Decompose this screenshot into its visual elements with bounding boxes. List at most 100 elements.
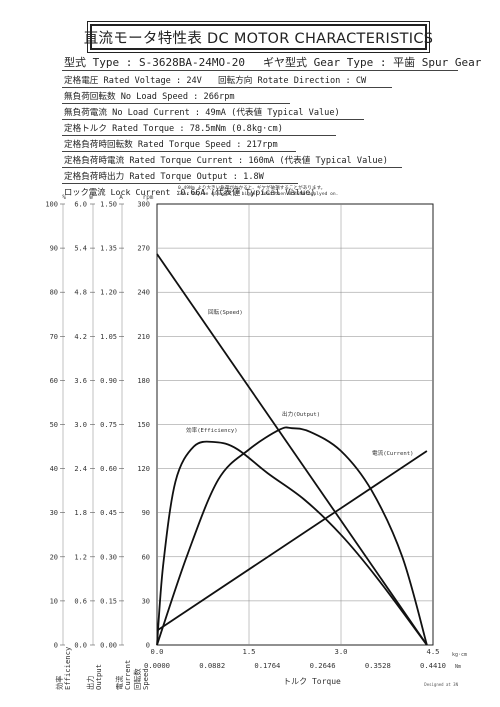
series-line: [156, 426, 428, 646]
y-axis-label: 出力Output: [86, 664, 103, 690]
y-tick-label: 1.05: [100, 333, 117, 341]
y-tick-label: 180: [137, 377, 150, 385]
gear-warning-ja: 0.49Nm より大きい負荷がかかると、ギヤが破損することがあります。: [178, 186, 326, 191]
y-tick-label: 4.2: [74, 333, 87, 341]
x-tick-label-kgcm: 3.0: [335, 647, 348, 656]
y-axis-label: 効率Efficiency: [55, 646, 72, 690]
y-tick-label: 50: [50, 421, 58, 429]
spec-rated-torque-output: 定格負荷時出力 Rated Torque Output : 1.8W: [64, 172, 264, 182]
x-tick-label-nm: 0.0000: [144, 661, 170, 670]
y-tick-label: 90: [142, 509, 150, 517]
divider: [62, 183, 298, 184]
divider: [62, 167, 402, 168]
y-tick-label: 80: [50, 289, 58, 297]
series-line: [156, 253, 428, 646]
y-tick-label: 4.8: [74, 289, 87, 297]
y-tick-label: 270: [137, 245, 150, 253]
y-tick-label: 0.60: [100, 465, 117, 473]
y-axis-label-part: Output: [94, 664, 103, 690]
x-unit-nm: Nm: [455, 664, 461, 670]
y-axis-label-part: Current: [123, 660, 132, 690]
y-axis-label-part: Efficiency: [63, 646, 72, 690]
divider: [62, 103, 290, 104]
y-tick-label: 210: [137, 333, 150, 341]
y-tick-label: 1.2: [74, 553, 87, 561]
y-axis-label: 電流Current: [115, 660, 132, 690]
spec-lock-current: ロック電流 Lock Current :0.66A (代表値 Typical V…: [64, 187, 316, 197]
divider: [62, 119, 364, 120]
y-tick-label: 3.0: [74, 421, 87, 429]
y-axis-label-part: 回転数: [133, 668, 142, 690]
y-axis-label-part: Speed: [141, 668, 150, 690]
y-tick-label: 90: [50, 245, 58, 253]
y-axis-unit: A: [119, 194, 123, 201]
y-axis-unit: %: [62, 194, 66, 201]
y-axis-label-part: 効率: [55, 676, 64, 690]
y-tick-label: 240: [137, 289, 150, 297]
y-tick-label: 150: [137, 421, 150, 429]
spec-no-load-speed: 無負荷回転数 No Load Speed : 266rpm: [64, 92, 235, 102]
spec-voltage: 定格電圧 Rated Voltage : 24V: [64, 76, 202, 86]
x-tick-label-kgcm: 0.0: [151, 647, 164, 656]
y-tick-label: 70: [50, 333, 58, 341]
y-tick-label: 120: [137, 465, 150, 473]
spec-rated-torque: 定格トルク Rated Torque : 78.5mNm (0.8kg·cm): [64, 124, 283, 134]
spec-gear-type: ギヤ型式 Gear Type : 平歯 Spur Gear: [263, 56, 482, 69]
y-tick-label: 60: [50, 377, 58, 385]
y-tick-label: 30: [142, 597, 150, 605]
y-tick-label: 0.90: [100, 377, 117, 385]
x-tick-label-nm: 0.0882: [199, 661, 225, 670]
y-axis-label-part: 電流: [115, 676, 124, 690]
y-tick-label: 0: [146, 642, 150, 650]
y-tick-label: 3.6: [74, 377, 87, 385]
y-axis-unit: W: [89, 194, 93, 201]
y-tick-label: 60: [142, 553, 150, 561]
y-tick-label: 300: [137, 201, 150, 209]
y-axis-label-part: 出力: [86, 676, 95, 690]
y-tick-label: 0.6: [74, 597, 87, 605]
x-tick-label-kgcm: 1.5: [243, 647, 256, 656]
y-tick-label: 0.15: [100, 597, 117, 605]
y-tick-label: 1.35: [100, 245, 117, 253]
series-label: 効率(Efficiency): [186, 426, 238, 434]
y-tick-label: 1.8: [74, 509, 87, 517]
y-tick-label: 5.4: [74, 245, 87, 253]
spec-model: 型式 Type : S-3628BA-24MO-20: [64, 56, 245, 69]
footer-credit: Designed at 3N: [424, 682, 458, 687]
x-axis-label: トルク Torque: [283, 677, 341, 686]
y-axis-unit: rpm: [143, 194, 154, 201]
y-tick-label: 100: [45, 201, 58, 209]
y-tick-label: 0.0: [74, 642, 87, 650]
x-tick-label-nm: 0.1764: [254, 661, 280, 670]
series-line: [156, 440, 428, 646]
x-tick-label-nm: 0.2646: [310, 661, 336, 670]
x-tick-label-kgcm: 4.5: [427, 647, 440, 656]
divider: [62, 151, 296, 152]
series-label: 電流(Current): [372, 449, 414, 457]
y-tick-label: 0: [54, 642, 58, 650]
y-tick-label: 2.4: [74, 465, 87, 473]
y-tick-label: 1.20: [100, 289, 117, 297]
gear-warning-en: Gear may be damaged if bigger load then …: [178, 192, 339, 197]
y-tick-label: 0.00: [100, 642, 117, 650]
x-unit-kgcm: kg·cm: [452, 652, 467, 658]
y-tick-label: 0.45: [100, 509, 117, 517]
y-tick-label: 40: [50, 465, 58, 473]
x-tick-label-nm: 0.3528: [365, 661, 391, 670]
y-tick-label: 6.0: [74, 201, 87, 209]
y-axis-label: 回転数Speed: [133, 668, 150, 690]
y-tick-label: 0.75: [100, 421, 117, 429]
y-tick-label: 1.50: [100, 201, 117, 209]
series-label: 出力(Output): [282, 410, 320, 418]
divider: [62, 87, 392, 88]
spec-rated-torque-current: 定格負荷時電流 Rated Torque Current : 160mA (代表…: [64, 156, 388, 166]
y-tick-label: 20: [50, 553, 58, 561]
divider: [62, 70, 458, 71]
y-tick-label: 0.30: [100, 553, 117, 561]
series-line: [156, 450, 428, 632]
divider: [62, 135, 336, 136]
series-label: 回転(Speed): [208, 309, 243, 316]
spec-rated-torque-speed: 定格負荷時回転数 Rated Torque Speed : 217rpm: [64, 140, 278, 150]
y-tick-label: 10: [50, 597, 58, 605]
